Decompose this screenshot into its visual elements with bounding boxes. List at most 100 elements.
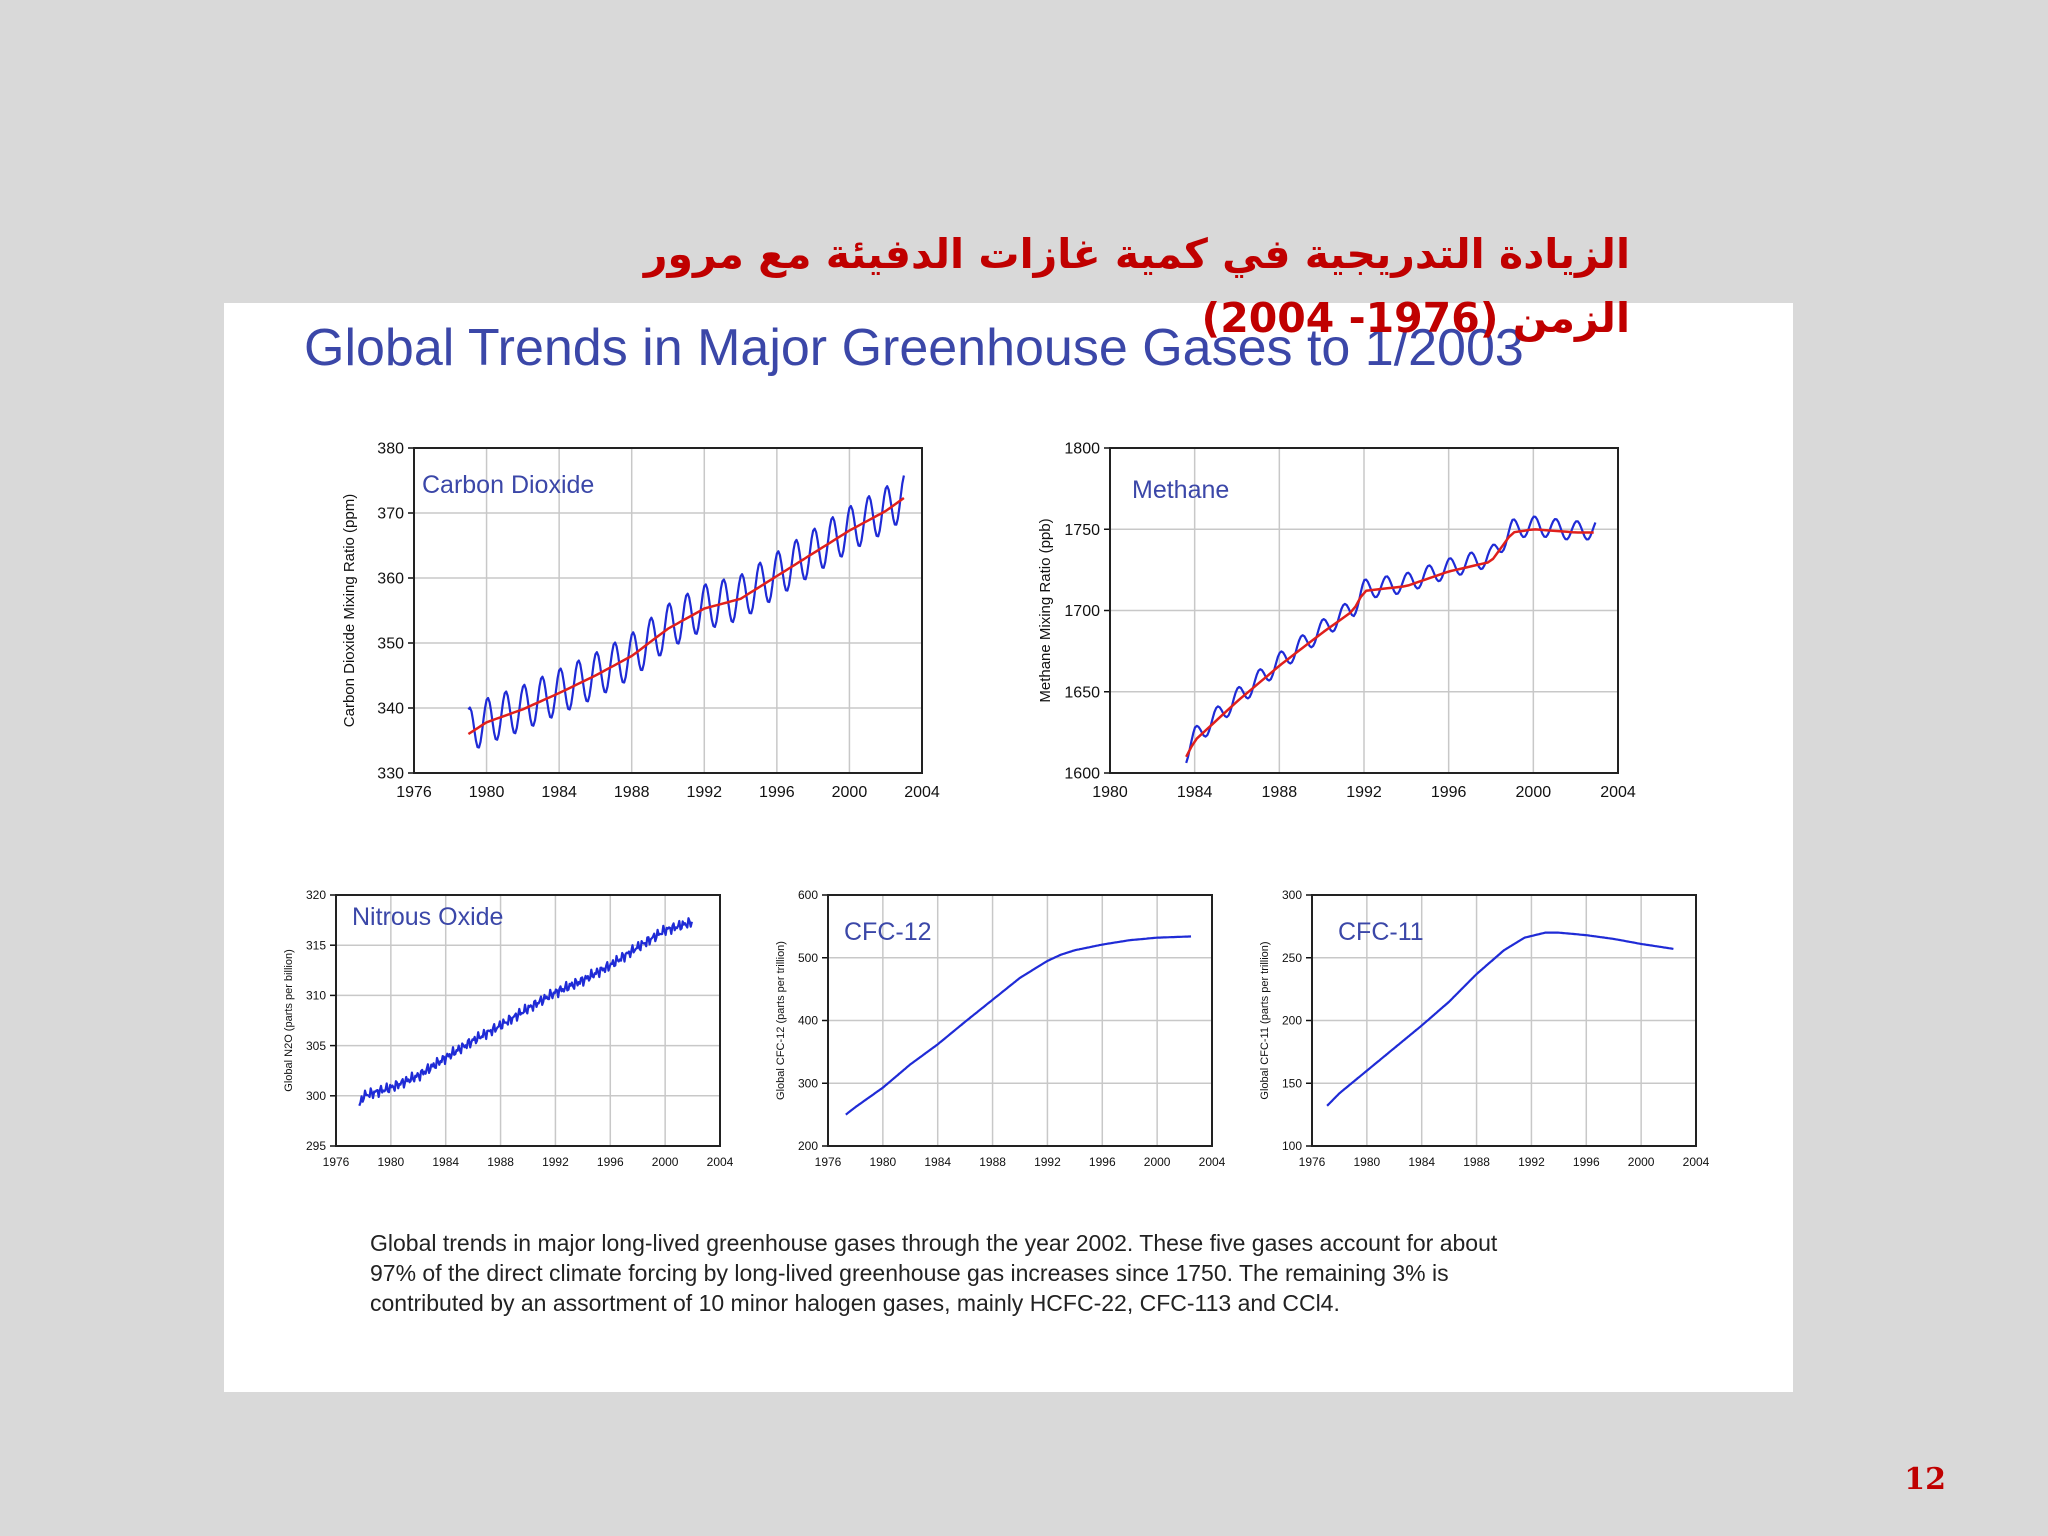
x-tick-label: 1976 (323, 1155, 350, 1169)
plot-frame (1311, 894, 1697, 1147)
y-tick-label: 400 (798, 1014, 818, 1028)
y-tick-label: 370 (377, 506, 404, 523)
chart-4: 1976 1980 1984 1988 1992 1996 2000 2004 100 150 20… (1259, 888, 1710, 1169)
plot-frame (827, 894, 1213, 1147)
x-tick-label: 1984 (541, 784, 577, 801)
x-tick-label: 2004 (1600, 784, 1636, 801)
y-tick-label: 310 (306, 989, 326, 1003)
chart-1: 1980 1984 1988 1992 1996 2000 2004 1600 1650 1700… (1037, 441, 1636, 801)
chart-title: CFC-12 (844, 918, 932, 946)
series-line-2 (358, 917, 693, 1107)
x-tick-label: 1988 (487, 1155, 514, 1169)
x-tick-label: 1988 (979, 1155, 1006, 1169)
x-tick-label: 1992 (1346, 784, 1382, 801)
x-tick-label: 1992 (1034, 1155, 1061, 1169)
y-tick-label: 200 (798, 1139, 818, 1153)
y-tick-label: 1800 (1064, 441, 1100, 458)
y-tick-label: 295 (306, 1139, 326, 1153)
figure-heading: Global Trends in Major Greenhouse Gases … (304, 319, 1524, 377)
y-tick-label: 350 (377, 636, 404, 653)
caption-line-3: contributed by an assortment of 10 minor… (370, 1290, 1340, 1316)
x-tick-label: 1976 (1299, 1155, 1326, 1169)
series-line-1 (1185, 515, 1597, 764)
x-tick-label: 2004 (1683, 1155, 1710, 1169)
slide-title-line-1: الزيادة التدريجية في كمية غازات الدفيئة … (643, 230, 1630, 278)
y-tick-label: 330 (377, 766, 404, 783)
y-tick-label: 1600 (1064, 766, 1100, 783)
y-tick-label: 305 (306, 1039, 326, 1053)
x-tick-label: 1996 (597, 1155, 624, 1169)
y-axis-label: Global N2O (parts per billion) (283, 949, 295, 1091)
y-axis-label: Carbon Dioxide Mixing Ratio (ppm) (341, 494, 358, 727)
x-tick-label: 2000 (652, 1155, 679, 1169)
x-tick-label: 1984 (1177, 784, 1213, 801)
chart-title: Carbon Dioxide (422, 471, 594, 499)
x-tick-label: 2000 (832, 784, 868, 801)
chart-title: Methane (1132, 476, 1229, 504)
figure-caption: Global trends in major long-lived greenh… (370, 1228, 1700, 1318)
y-axis-label: Global CFC-11 (parts per trillion) (1259, 941, 1271, 1099)
x-tick-label: 1996 (759, 784, 795, 801)
y-tick-label: 340 (377, 701, 404, 718)
x-tick-label: 1996 (1573, 1155, 1600, 1169)
x-tick-label: 1984 (432, 1155, 459, 1169)
x-tick-label: 1980 (870, 1155, 897, 1169)
chart-title: CFC-11 (1338, 918, 1424, 946)
y-tick-label: 300 (306, 1089, 326, 1103)
y-tick-label: 500 (798, 951, 818, 965)
figure-panel: Global Trends in Major Greenhouse Gases … (224, 303, 1793, 1392)
slide-title-line-2: الزمن (1976- 2004) (1201, 294, 1630, 342)
x-tick-label: 1988 (1463, 1155, 1490, 1169)
x-tick-label: 1992 (686, 784, 722, 801)
y-tick-label: 320 (306, 888, 326, 902)
y-tick-label: 1700 (1064, 603, 1100, 620)
x-tick-label: 2004 (1199, 1155, 1226, 1169)
caption-line-2: 97% of the direct climate forcing by lon… (370, 1260, 1449, 1286)
x-tick-label: 1980 (378, 1155, 405, 1169)
y-tick-label: 380 (377, 441, 404, 458)
y-tick-label: 360 (377, 571, 404, 588)
series-line-0 (467, 475, 905, 749)
charts-svg: 1976 1980 1984 1988 1992 1996 2000 2004 330 340 35… (283, 441, 1710, 1169)
chart-0: 1976 1980 1984 1988 1992 1996 2000 2004 330 340 35… (341, 441, 940, 801)
caption-line-1: Global trends in major long-lived greenh… (370, 1230, 1498, 1256)
chart-3: 1976 1980 1984 1988 1992 1996 2000 2004 200 300 40… (775, 888, 1226, 1169)
x-tick-label: 1980 (1092, 784, 1128, 801)
y-tick-label: 315 (306, 938, 326, 952)
x-tick-label: 1984 (924, 1155, 951, 1169)
y-axis-label: Global CFC-12 (parts per trillion) (775, 941, 787, 1100)
plot-frame (1109, 447, 1619, 774)
x-tick-label: 1996 (1431, 784, 1467, 801)
x-tick-label: 1976 (815, 1155, 842, 1169)
y-tick-label: 600 (798, 888, 818, 902)
x-tick-label: 1980 (1354, 1155, 1381, 1169)
y-tick-label: 1650 (1064, 684, 1100, 701)
y-tick-label: 100 (1282, 1139, 1302, 1153)
chart-title: Nitrous Oxide (352, 903, 503, 931)
x-tick-label: 2000 (1144, 1155, 1171, 1169)
trend-line-1 (1185, 528, 1594, 758)
x-tick-label: 1980 (469, 784, 505, 801)
slide-number: 12 (1904, 1462, 1946, 1497)
x-tick-label: 1976 (396, 784, 432, 801)
y-tick-label: 200 (1282, 1014, 1302, 1028)
x-tick-label: 1996 (1089, 1155, 1116, 1169)
x-tick-label: 2000 (1628, 1155, 1655, 1169)
y-tick-label: 150 (1282, 1076, 1302, 1090)
x-tick-label: 1988 (1262, 784, 1298, 801)
x-tick-label: 2004 (707, 1155, 734, 1169)
y-axis-label: Methane Mixing Ratio (ppb) (1037, 518, 1054, 702)
x-tick-label: 2000 (1516, 784, 1552, 801)
series-line-4 (1326, 931, 1674, 1107)
plot-frame (413, 447, 923, 774)
y-tick-label: 300 (1282, 888, 1302, 902)
trend-line-0 (467, 496, 905, 736)
x-tick-label: 1992 (1518, 1155, 1545, 1169)
plot-frame (335, 894, 721, 1147)
y-tick-label: 300 (798, 1076, 818, 1090)
series-line-3 (845, 935, 1192, 1116)
y-tick-label: 1750 (1064, 522, 1100, 539)
y-tick-label: 250 (1282, 951, 1302, 965)
x-tick-label: 1992 (542, 1155, 569, 1169)
x-tick-label: 1984 (1408, 1155, 1435, 1169)
